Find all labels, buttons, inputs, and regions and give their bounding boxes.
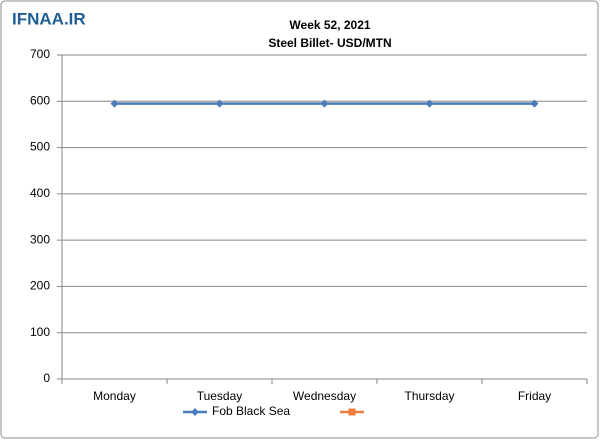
y-tick-label: 700 [30,47,50,61]
y-tick-label: 200 [30,279,50,293]
watermark: IFNAA.IR [12,9,86,28]
y-tick-label: 0 [43,371,50,385]
y-tick-label: 600 [30,93,50,107]
legend-marker [348,408,356,416]
marker [530,99,539,108]
x-tick-label: Monday [93,389,136,403]
y-tick-label: 500 [30,140,50,154]
marker [215,99,224,108]
chart-subtitle: Steel Billet- USD/MTN [268,36,391,50]
chart-title: Week 52, 2021 [289,18,371,32]
x-tick-label: Friday [518,389,551,403]
legend-marker [191,408,199,416]
legend-label: Fob Black Sea [212,404,290,418]
y-tick-label: 400 [30,186,50,200]
y-tick-label: 100 [30,325,50,339]
y-tick-label: 300 [30,232,50,246]
x-tick-label: Thursday [404,389,454,403]
x-tick-label: Wednesday [293,389,356,403]
marker [320,99,329,108]
marker [425,99,434,108]
x-tick-label: Tuesday [197,389,243,403]
marker [110,99,119,108]
